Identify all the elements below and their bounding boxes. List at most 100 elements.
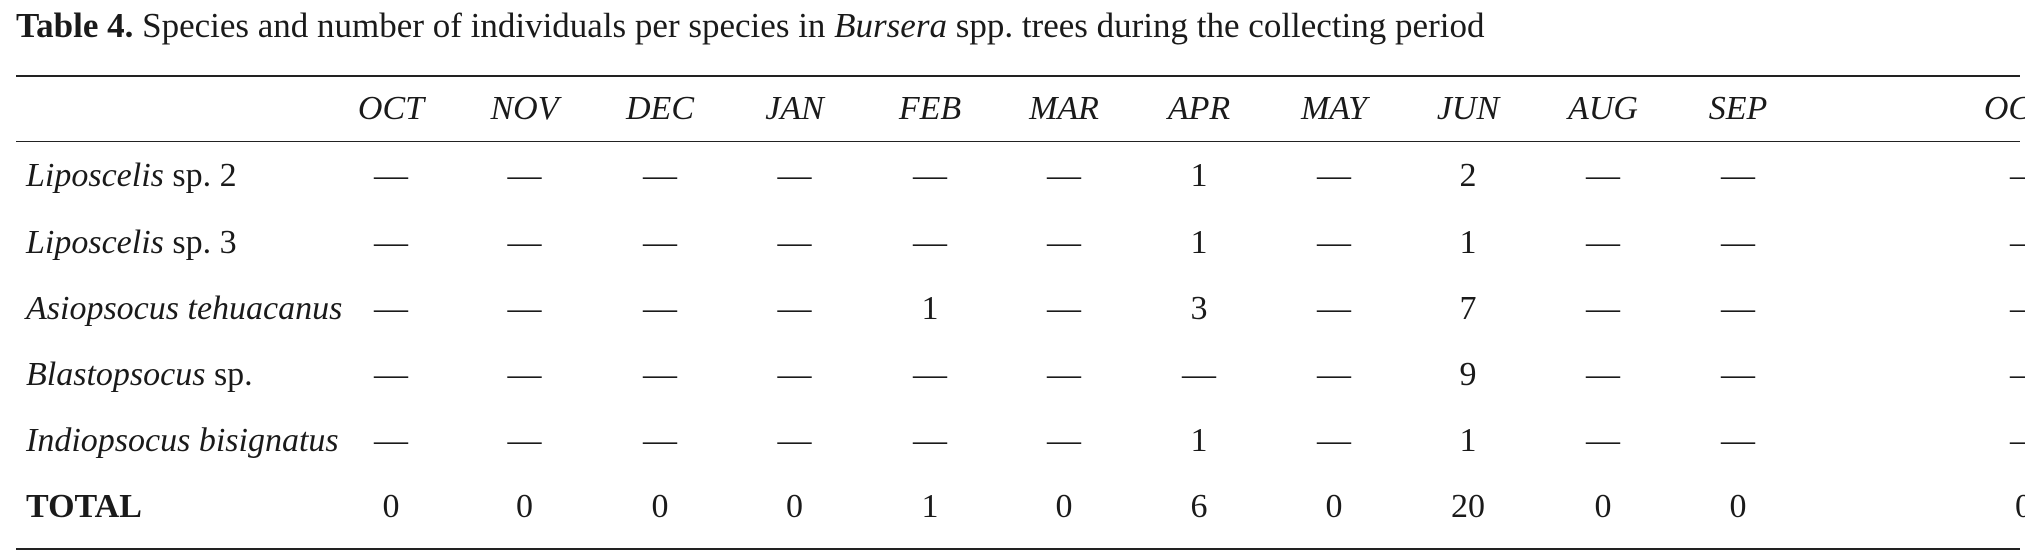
total-cell: 0	[786, 488, 803, 525]
total-cell: 0	[1055, 488, 1073, 525]
count-cell: —	[643, 356, 677, 393]
table-row: Liposcelis sp. 2 — — — — — — 1 — 2 — — —	[16, 142, 2025, 210]
count-cell: —	[1047, 356, 1081, 393]
total-cell: 1	[921, 488, 939, 525]
count-cell: —	[374, 356, 408, 393]
count-cell: —	[1586, 224, 1620, 261]
count-cell: —	[777, 356, 812, 393]
count-cell: 7	[1459, 290, 1477, 327]
count-cell: —	[777, 157, 812, 194]
total-cell: 0	[1594, 488, 1612, 525]
species-name-italic: Indiopsocus bisignatus	[26, 422, 339, 459]
species-name-italic: Asiopsocus tehuacanus	[26, 290, 343, 327]
header-month: JUN	[1436, 90, 1500, 127]
table-caption: Table 4. Species and number of individua…	[16, 4, 1484, 48]
count-cell: —	[643, 224, 677, 261]
count-cell: —	[1317, 157, 1351, 194]
species-table: OCT NOV DEC JAN FEB MAR APR MAY JUN AUG …	[16, 76, 2025, 540]
header-species-cell	[16, 76, 326, 142]
count-cell: —	[1721, 290, 1755, 327]
count-cell: —	[1806, 342, 2025, 408]
count-cell: —	[1806, 210, 2025, 276]
count-cell: —	[1317, 224, 1351, 261]
header-month: MAY	[1300, 90, 1368, 127]
species-name: Liposcelis sp. 3	[16, 210, 326, 276]
count-cell: —	[913, 157, 947, 194]
count-cell: —	[507, 290, 542, 327]
species-name: Blastopsocus sp.	[16, 342, 326, 408]
count-cell: —	[1721, 422, 1755, 459]
count-cell: 1	[1190, 224, 1208, 261]
count-cell: —	[1721, 224, 1755, 261]
count-cell: —	[913, 224, 947, 261]
total-row: TOTAL 0 0 0 0 1 0 6 0 20 0 0 0	[16, 474, 2025, 540]
total-cell: 0	[2015, 488, 2025, 525]
count-cell: 1	[1459, 422, 1477, 459]
count-cell: —	[643, 290, 677, 327]
count-cell: —	[1586, 356, 1620, 393]
species-name-italic: Blastopsocus	[26, 356, 206, 393]
species-name: Liposcelis sp. 2	[16, 142, 326, 210]
count-cell: —	[507, 157, 542, 194]
count-cell: —	[507, 224, 542, 261]
count-cell: —	[507, 422, 542, 459]
total-label: TOTAL	[26, 488, 142, 525]
count-cell: —	[374, 290, 408, 327]
header-month: OCT	[357, 90, 425, 127]
count-cell: —	[777, 290, 812, 327]
count-cell: —	[1721, 356, 1755, 393]
header-month: DEC	[626, 90, 694, 127]
count-cell: —	[1317, 422, 1351, 459]
total-cell: 0	[1325, 488, 1343, 525]
count-cell: 2	[1459, 157, 1477, 194]
header-month: SEP	[1708, 90, 1768, 127]
count-cell: 9	[1459, 356, 1477, 393]
total-cell: 20	[1451, 488, 1485, 525]
total-cell: 0	[382, 488, 400, 525]
table-row: Liposcelis sp. 3 — — — — — — 1 — 1 — — —	[16, 210, 2025, 276]
count-cell: —	[1586, 422, 1620, 459]
count-cell: —	[777, 224, 812, 261]
species-name-italic: Liposcelis	[26, 157, 164, 194]
header-month: JAN	[765, 90, 824, 127]
count-cell: —	[1317, 290, 1351, 327]
header-row: OCT NOV DEC JAN FEB MAR APR MAY JUN AUG …	[16, 76, 2025, 142]
header-month: AUG	[1568, 90, 1638, 127]
count-cell: —	[913, 422, 947, 459]
caption-text-before: Species and number of individuals per sp…	[133, 6, 835, 45]
header-rule	[16, 141, 2020, 142]
total-cell: 0	[516, 488, 533, 525]
bottom-rule	[16, 548, 2020, 550]
count-cell: 1	[921, 290, 939, 327]
count-cell: —	[1047, 422, 1081, 459]
table-row: Indiopsocus bisignatus — — — — — — 1 — 1…	[16, 408, 2025, 474]
count-cell: —	[1047, 290, 1081, 327]
count-cell: —	[643, 157, 677, 194]
count-cell: —	[1047, 157, 1081, 194]
total-cell: 0	[1729, 488, 1747, 525]
count-cell: —	[1806, 142, 2025, 210]
count-cell: —	[1806, 276, 2025, 342]
header-month: NOV	[490, 90, 559, 127]
count-cell: 1	[1190, 157, 1208, 194]
count-cell: —	[1586, 157, 1620, 194]
count-cell: —	[374, 224, 408, 261]
species-name-plain: sp. 3	[163, 224, 237, 261]
count-cell: 1	[1459, 224, 1477, 261]
count-cell: —	[1586, 290, 1620, 327]
species-name-italic: Liposcelis	[26, 224, 164, 261]
count-cell: —	[643, 422, 677, 459]
species-name-plain: sp. 2	[163, 157, 237, 194]
header-month: FEB	[898, 90, 962, 127]
header-month: MAR	[1029, 90, 1099, 127]
table-row: Asiopsocus tehuacanus — — — — 1 — 3 — 7 …	[16, 276, 2025, 342]
count-cell: —	[777, 422, 812, 459]
count-cell: —	[374, 157, 408, 194]
count-cell: —	[1317, 356, 1351, 393]
caption-genus: Bursera	[834, 6, 947, 45]
table-number: Table 4.	[16, 6, 134, 45]
count-cell: 1	[1190, 422, 1208, 459]
count-cell: —	[1806, 408, 2025, 474]
count-cell: —	[1047, 224, 1081, 261]
count-cell: —	[913, 356, 947, 393]
